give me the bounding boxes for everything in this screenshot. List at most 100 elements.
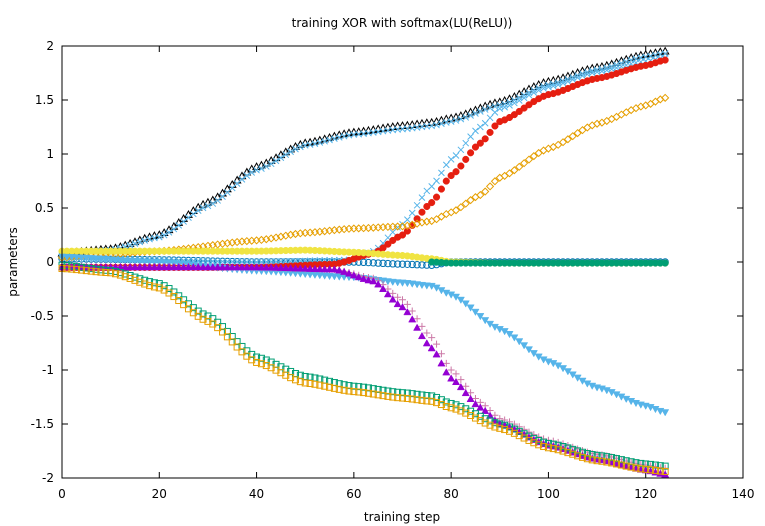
data-point <box>136 238 144 246</box>
data-point <box>394 394 402 402</box>
data-point <box>617 456 625 464</box>
data-point <box>399 394 406 402</box>
data-point <box>189 309 197 317</box>
data-point <box>180 296 188 304</box>
data-point <box>403 307 412 316</box>
data-point <box>150 263 159 271</box>
data-point <box>238 342 246 350</box>
data-point <box>136 278 144 286</box>
data-point <box>423 392 431 400</box>
data-point <box>384 259 392 268</box>
data-point <box>583 70 591 78</box>
data-point <box>525 432 533 440</box>
data-point <box>214 324 222 332</box>
data-point <box>355 383 363 391</box>
data-point <box>456 382 465 391</box>
data-point <box>520 434 528 442</box>
data-point <box>515 97 523 104</box>
data-point <box>661 56 669 64</box>
data-point <box>428 392 436 400</box>
data-point <box>379 284 388 292</box>
data-point <box>413 390 421 398</box>
data-point <box>345 387 353 395</box>
data-point <box>461 199 470 208</box>
data-point <box>384 240 392 248</box>
data-point <box>510 334 519 342</box>
data-point <box>413 201 421 209</box>
data-point <box>442 402 450 410</box>
data-point <box>476 412 484 420</box>
data-point <box>486 421 494 429</box>
data-point <box>364 276 373 284</box>
data-point <box>389 236 397 244</box>
data-point <box>506 102 513 109</box>
data-point <box>349 271 358 279</box>
data-point <box>647 466 655 474</box>
data-point <box>617 110 626 119</box>
data-point <box>636 102 645 111</box>
data-point <box>350 388 358 396</box>
data-point <box>165 289 173 297</box>
data-point <box>354 273 363 281</box>
data-point <box>219 323 227 331</box>
data-point <box>203 263 212 271</box>
data-point <box>248 169 256 176</box>
data-point <box>369 259 378 267</box>
data-point <box>476 403 485 411</box>
data-point <box>428 334 436 342</box>
data-point <box>433 121 440 129</box>
data-point <box>520 104 528 112</box>
data-point <box>310 264 319 272</box>
data-point <box>399 389 406 397</box>
data-point <box>354 224 363 233</box>
data-point <box>510 429 518 437</box>
data-point <box>233 338 241 346</box>
data-point <box>428 183 436 190</box>
data-point <box>603 458 611 466</box>
data-point <box>432 350 441 358</box>
data-point <box>501 426 509 434</box>
data-point <box>525 436 533 444</box>
data-point <box>398 303 407 311</box>
data-point <box>603 66 611 74</box>
data-point <box>238 348 246 356</box>
data-point <box>559 79 567 87</box>
y-tick-label: 1 <box>46 147 54 161</box>
data-point <box>350 382 358 390</box>
data-point <box>170 225 178 233</box>
data-point <box>403 227 411 235</box>
data-point <box>155 284 163 292</box>
data-point <box>267 160 275 168</box>
data-point <box>476 190 485 200</box>
data-point <box>549 82 557 90</box>
data-point <box>569 450 577 458</box>
data-point <box>315 264 324 273</box>
data-point <box>496 424 504 432</box>
data-point <box>608 63 616 70</box>
data-point <box>598 452 606 460</box>
data-point <box>140 263 149 271</box>
data-point <box>515 162 524 171</box>
data-point <box>462 405 470 413</box>
data-point <box>224 258 231 265</box>
data-point <box>384 387 392 395</box>
data-point <box>598 457 606 465</box>
data-point <box>389 388 397 396</box>
data-point <box>408 315 417 323</box>
data-point <box>651 461 659 469</box>
data-point <box>228 338 236 346</box>
data-point <box>515 338 524 346</box>
data-point <box>593 451 601 459</box>
data-point <box>627 463 635 471</box>
x-tick-label: 20 <box>152 487 167 501</box>
data-point <box>126 263 135 271</box>
data-point <box>622 462 630 470</box>
data-point <box>253 358 261 366</box>
data-point <box>651 466 659 474</box>
data-point <box>73 266 81 274</box>
data-point <box>412 219 422 228</box>
data-point <box>481 187 490 196</box>
data-point <box>486 128 494 136</box>
data-point <box>442 161 450 169</box>
data-point <box>233 343 241 351</box>
